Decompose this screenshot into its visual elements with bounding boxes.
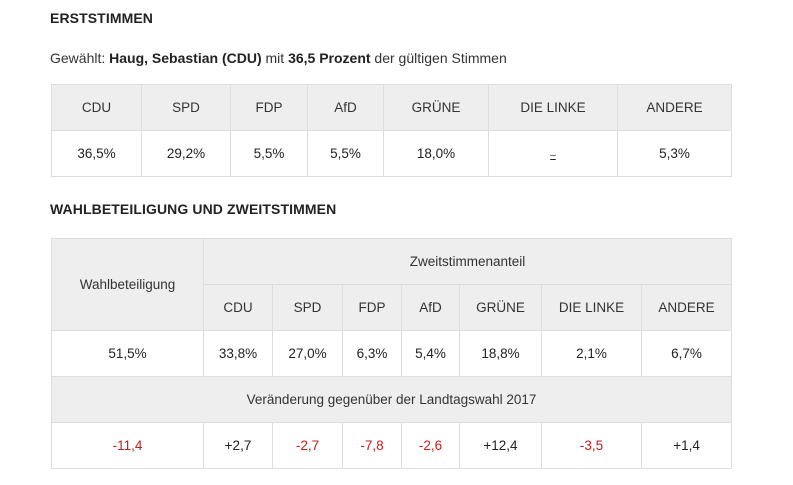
party-change: +12,4 (459, 422, 542, 469)
party-change: +2,7 (203, 422, 273, 469)
party-header: AfD (307, 84, 384, 131)
party-value: 6,3% (342, 330, 402, 377)
party-header: CDU (51, 84, 142, 131)
party-header: CDU (203, 284, 273, 331)
change-values-row: -11,4 +2,7 -2,7 -7,8 -2,6 +12,4 -3,5 +1,… (51, 422, 733, 469)
erststimmen-values-row: 36,5% 29,2% 5,5% 5,5% 18,0% – 5,3% (51, 130, 732, 177)
party-change: -3,5 (541, 422, 642, 469)
turnout-change: -11,4 (51, 422, 204, 469)
zweitstimmen-heading: WAHLBETEILIGUNG UND ZWEITSTIMMEN (50, 201, 337, 217)
turnout-header: Wahlbeteiligung (51, 238, 204, 331)
party-header: SPD (141, 84, 231, 131)
party-change: -2,7 (272, 422, 343, 469)
party-header: ANDERE (640, 284, 733, 331)
party-change: +1,4 (640, 422, 733, 469)
party-value: 18,0% (383, 130, 489, 177)
winner-name: Haug, Sebastian (CDU) (109, 50, 262, 66)
party-value: 5,5% (230, 130, 308, 177)
party-value: 29,2% (141, 130, 231, 177)
change-header-row: Veränderung gegenüber der Landtagswahl 2… (50, 376, 733, 423)
party-header: GRÜNE (383, 84, 489, 131)
zweitstimmen-header-row-2: CDU SPD FDP AfD GRÜNE DIE LINKE ANDERE (52, 284, 733, 331)
party-header: SPD (272, 284, 343, 331)
party-value: 18,8% (459, 330, 542, 377)
party-header: FDP (342, 284, 402, 331)
party-value: 2,1% (541, 330, 642, 377)
zweitstimmen-table: Wahlbeteiligung Zweitstimmenanteil CDU S… (50, 238, 733, 469)
party-header: AfD (401, 284, 460, 331)
party-value: 5,5% (307, 130, 384, 177)
party-value: 33,8% (203, 330, 273, 377)
election-summary: Gewählt: Haug, Sebastian (CDU) mit 36,5 … (50, 50, 507, 66)
party-value: 5,3% (617, 130, 732, 177)
party-header: FDP (230, 84, 308, 131)
summary-prefix: Gewählt: (50, 50, 110, 66)
share-header: Zweitstimmenanteil (202, 238, 733, 285)
party-value: 6,7% (640, 330, 733, 377)
zweitstimmen-values-row: 51,5% 33,8% 27,0% 6,3% 5,4% 18,8% 2,1% 6… (51, 330, 733, 377)
party-header: DIE LINKE (541, 284, 642, 331)
zweitstimmen-header-row-1: Wahlbeteiligung Zweitstimmenanteil (51, 238, 733, 331)
erststimmen-heading: ERSTSTIMMEN (50, 10, 153, 26)
summary-mid: mit (261, 50, 289, 66)
change-header: Veränderung gegenüber der Landtagswahl 2… (50, 376, 733, 423)
party-header: DIE LINKE (488, 84, 618, 131)
party-value: 36,5% (51, 130, 142, 177)
party-value: – (488, 130, 618, 177)
party-change: -7,8 (342, 422, 402, 469)
erststimmen-table: CDU SPD FDP AfD GRÜNE DIE LINKE ANDERE 3… (51, 84, 732, 177)
turnout-value: 51,5% (51, 330, 204, 377)
party-header: GRÜNE (459, 284, 542, 331)
party-value: 5,4% (401, 330, 460, 377)
summary-suffix: der gültigen Stimmen (370, 50, 507, 66)
party-value: 27,0% (272, 330, 343, 377)
winner-percent: 36,5 Prozent (288, 50, 371, 66)
no-value-dash: – (550, 150, 556, 161)
party-change: -2,6 (401, 422, 460, 469)
party-header: ANDERE (617, 84, 732, 131)
erststimmen-header-row: CDU SPD FDP AfD GRÜNE DIE LINKE ANDERE (51, 84, 732, 131)
